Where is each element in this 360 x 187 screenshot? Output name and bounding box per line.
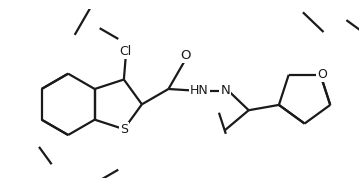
- Text: O: O: [317, 68, 327, 81]
- Text: Cl: Cl: [120, 45, 132, 58]
- Text: O: O: [180, 49, 191, 62]
- Text: HN: HN: [190, 84, 208, 97]
- Text: N: N: [220, 84, 230, 97]
- Text: S: S: [120, 123, 128, 136]
